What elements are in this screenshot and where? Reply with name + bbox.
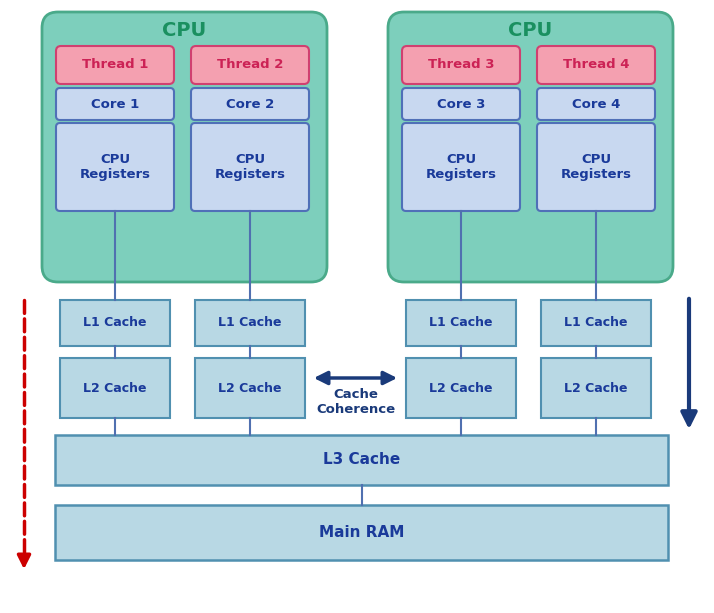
FancyBboxPatch shape (191, 123, 309, 211)
Text: L2 Cache: L2 Cache (564, 381, 628, 395)
FancyBboxPatch shape (56, 123, 174, 211)
FancyBboxPatch shape (191, 88, 309, 120)
Text: Main RAM: Main RAM (319, 525, 404, 540)
FancyBboxPatch shape (402, 123, 520, 211)
Text: L1 Cache: L1 Cache (218, 316, 282, 330)
Bar (60, 358, 170, 418)
FancyBboxPatch shape (402, 46, 520, 84)
FancyBboxPatch shape (537, 88, 655, 120)
Text: Core 3: Core 3 (437, 97, 486, 110)
FancyBboxPatch shape (537, 46, 655, 84)
Bar (195, 358, 305, 418)
FancyBboxPatch shape (191, 46, 309, 84)
Bar (195, 300, 305, 346)
Text: CPU
Registers: CPU Registers (426, 153, 496, 181)
Text: CPU
Registers: CPU Registers (79, 153, 151, 181)
Bar (55, 505, 668, 560)
FancyBboxPatch shape (537, 123, 655, 211)
FancyBboxPatch shape (56, 88, 174, 120)
Text: Thread 4: Thread 4 (563, 58, 629, 72)
Text: Thread 2: Thread 2 (217, 58, 283, 72)
Text: L1 Cache: L1 Cache (564, 316, 628, 330)
Text: L3 Cache: L3 Cache (323, 452, 400, 468)
Text: CPU
Registers: CPU Registers (560, 153, 631, 181)
Text: CPU: CPU (162, 20, 206, 39)
Text: Core 2: Core 2 (226, 97, 274, 110)
FancyBboxPatch shape (56, 46, 174, 84)
Text: CPU: CPU (508, 20, 553, 39)
Text: CPU
Registers: CPU Registers (214, 153, 286, 181)
Bar (541, 358, 651, 418)
Text: L2 Cache: L2 Cache (429, 381, 493, 395)
Bar (60, 300, 170, 346)
Text: Core 1: Core 1 (91, 97, 139, 110)
Bar (541, 300, 651, 346)
Bar (406, 300, 516, 346)
Text: L2 Cache: L2 Cache (84, 381, 147, 395)
Text: Thread 1: Thread 1 (82, 58, 149, 72)
Bar (55, 435, 668, 485)
FancyBboxPatch shape (388, 12, 673, 282)
Bar (406, 358, 516, 418)
FancyBboxPatch shape (402, 88, 520, 120)
Text: Core 4: Core 4 (572, 97, 620, 110)
Text: L1 Cache: L1 Cache (429, 316, 493, 330)
FancyBboxPatch shape (42, 12, 327, 282)
Text: Cache
Coherence: Cache Coherence (316, 388, 395, 416)
Text: Thread 3: Thread 3 (428, 58, 494, 72)
Text: L2 Cache: L2 Cache (218, 381, 282, 395)
Text: L1 Cache: L1 Cache (84, 316, 147, 330)
